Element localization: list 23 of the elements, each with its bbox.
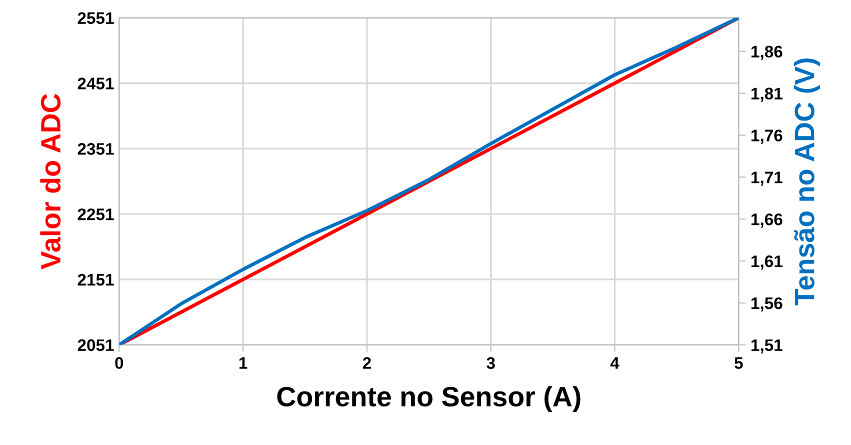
x-tick-label: 5 <box>734 357 743 369</box>
y2-tick-label: 1,71 <box>752 172 782 186</box>
y-tick-label: 2351 <box>78 143 114 155</box>
x-tick-label: 2 <box>362 357 371 369</box>
y2-tick-label: 1,61 <box>752 255 782 270</box>
y-tick-label: 2551 <box>78 12 114 24</box>
y-axis-title: Valor do ADC <box>40 94 61 270</box>
y2-tick-label: 1,81 <box>752 88 782 102</box>
x-axis-title: Corrente no Sensor (A) <box>277 386 580 412</box>
x-tick-label: 0 <box>115 357 124 369</box>
y-tick-label: 2251 <box>78 208 114 220</box>
y2-tick-label: 1,51 <box>752 339 782 354</box>
y-tick-label: 2451 <box>78 78 114 90</box>
y2-tick-label: 1,86 <box>752 46 782 60</box>
y2-tick-label: 1,56 <box>752 297 782 312</box>
y2-tick-label: 1,76 <box>752 130 782 144</box>
x-tick-label: 1 <box>239 357 248 369</box>
x-tick-label: 3 <box>486 357 495 369</box>
y2-axis-title: Tensão no ADC (V) <box>794 58 820 306</box>
y-tick-label: 2151 <box>78 274 114 286</box>
x-tick-label: 4 <box>610 357 620 369</box>
y-tick-label: 2051 <box>78 339 114 352</box>
y2-tick-label: 1,66 <box>752 213 782 228</box>
